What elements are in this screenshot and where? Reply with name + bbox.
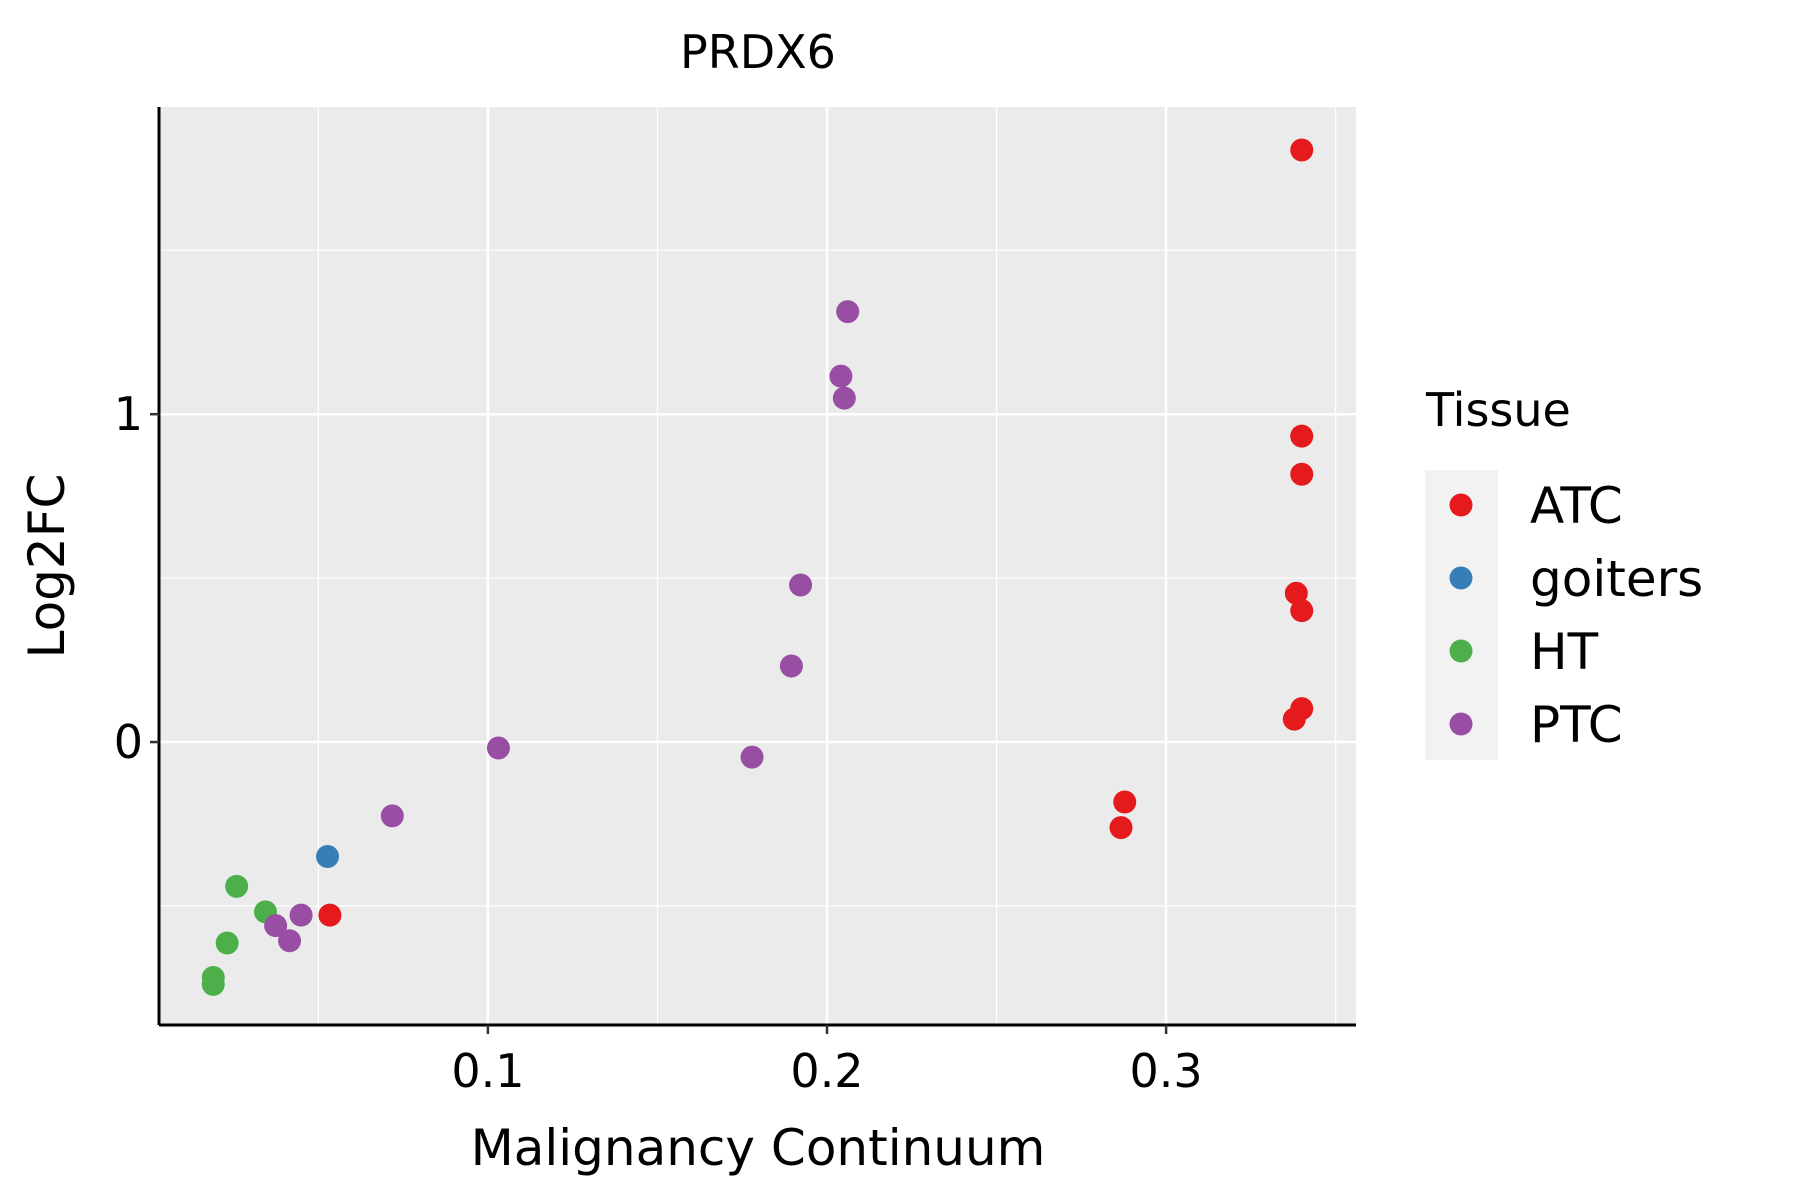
y-axis-label: Log2FC xyxy=(18,474,76,659)
data-point-ht xyxy=(201,972,225,996)
data-point-atc xyxy=(318,903,342,927)
legend-key-background xyxy=(1425,470,1498,760)
y-tick-label: 0 xyxy=(114,715,143,769)
data-point-atc xyxy=(1290,599,1314,623)
data-point-ptc xyxy=(486,736,510,760)
data-point-atc xyxy=(1109,816,1133,840)
legend-key-ht xyxy=(1449,639,1473,663)
data-point-ptc xyxy=(832,386,856,410)
legend-key-ptc xyxy=(1449,712,1473,736)
x-tick-label: 0.1 xyxy=(451,1044,524,1098)
legend: Tissue ATC goiters HT PTC xyxy=(1425,383,1703,760)
data-point-ptc xyxy=(278,929,302,953)
data-point-ht xyxy=(215,931,239,955)
chart-title: PRDX6 xyxy=(680,25,836,79)
legend-label-ptc: PTC xyxy=(1530,696,1623,754)
legend-key-goiters xyxy=(1449,566,1473,590)
x-tick-label: 0.3 xyxy=(1130,1044,1203,1098)
x-tick-label: 0.2 xyxy=(790,1044,863,1098)
data-point-atc xyxy=(1290,138,1314,162)
legend-label-atc: ATC xyxy=(1530,477,1623,535)
x-axis-label: Malignancy Continuum xyxy=(471,1119,1046,1177)
data-point-ptc xyxy=(740,745,764,769)
panel-background xyxy=(159,107,1356,1025)
legend-key-atc xyxy=(1449,493,1473,517)
data-point-ptc xyxy=(380,804,404,828)
legend-label-goiters: goiters xyxy=(1530,550,1703,608)
data-point-ptc xyxy=(789,573,813,597)
data-point-ptc xyxy=(836,300,860,324)
data-point-atc xyxy=(1113,790,1137,814)
data-point-ptc xyxy=(779,654,803,678)
data-point-atc xyxy=(1290,462,1314,486)
data-point-atc xyxy=(1282,707,1306,731)
y-tick-label: 1 xyxy=(114,387,143,441)
legend-title: Tissue xyxy=(1425,383,1571,437)
data-point-atc xyxy=(1290,424,1314,448)
data-point-atc xyxy=(1284,581,1308,605)
data-point-ht xyxy=(225,874,249,898)
legend-label-ht: HT xyxy=(1530,623,1599,681)
data-point-ptc xyxy=(264,914,288,938)
data-point-ptc xyxy=(829,364,853,388)
data-point-ptc xyxy=(289,903,313,927)
data-point-goiters xyxy=(316,844,340,868)
